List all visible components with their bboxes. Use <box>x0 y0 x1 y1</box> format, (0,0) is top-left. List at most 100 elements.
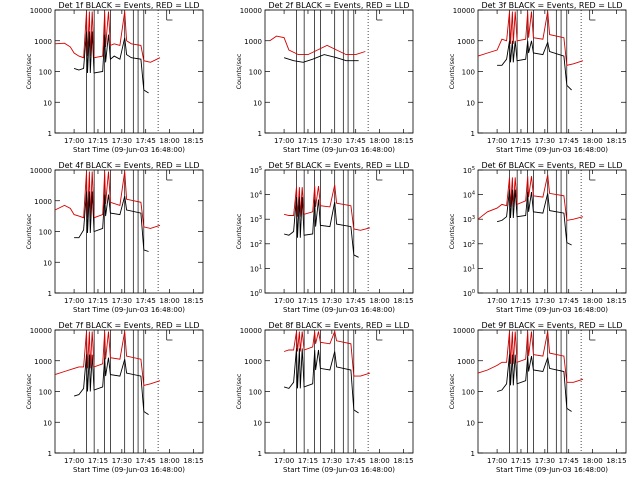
x-tick-label: 17:30 <box>322 137 342 145</box>
y-tick-label: 10000 <box>453 327 475 335</box>
events-series-line <box>283 197 359 258</box>
x-tick-label: 18:15 <box>393 137 413 145</box>
y-tick-label: 101 <box>250 264 262 273</box>
x-tick-label: 17:15 <box>511 137 531 145</box>
y-axis-label: Counts/sec <box>25 53 33 89</box>
y-axis-label: Counts/sec <box>235 213 243 249</box>
x-tick-label: 18:00 <box>369 137 389 145</box>
x-tick-label: 17:15 <box>298 457 318 465</box>
y-tick-label: 10000 <box>240 327 262 335</box>
x-tick-label: 17:00 <box>64 297 84 305</box>
y-tick-label: 100 <box>462 69 475 77</box>
y-tick-label: 100 <box>39 389 52 397</box>
y-tick-label: 102 <box>250 240 262 249</box>
x-tick-label: 18:15 <box>183 297 203 305</box>
y-tick-label: 100 <box>462 389 475 397</box>
y-tick-label: 1 <box>258 130 262 138</box>
y-tick-label: 10 <box>43 419 52 427</box>
lld-series-line <box>477 11 584 66</box>
events-series-line <box>283 348 359 414</box>
x-tick-label: 17:15 <box>88 137 108 145</box>
y-tick-label: 105 <box>463 166 475 175</box>
y-tick-label: 100 <box>463 289 475 298</box>
x-tick-label: 17:30 <box>322 297 342 305</box>
detector-panel-7: Det 7f BLACK = Events, RED = LLD 1 10 100 10… <box>25 321 204 474</box>
x-tick-label: 17:00 <box>64 137 84 145</box>
x-tick-label: 18:15 <box>606 297 626 305</box>
detector-panel-3: Det 3f BLACK = Events, RED = LLD 1 10 100 10… <box>448 1 627 154</box>
x-axis-label: Start Time (09-Jun-03 16:48:00) <box>283 306 395 314</box>
x-tick-label: 17:00 <box>487 137 507 145</box>
plot-frame <box>54 9 204 134</box>
x-tick-label: 17:30 <box>322 457 342 465</box>
y-tick-label: 1 <box>48 130 52 138</box>
x-axis-label: Start Time (09-Jun-03 16:48:00) <box>496 306 608 314</box>
detector-panel-9: Det 9f BLACK = Events, RED = LLD 1 10 100 10… <box>448 321 627 474</box>
y-tick-label: 102 <box>463 240 475 249</box>
y-axis-label: Counts/sec <box>235 53 243 89</box>
y-tick-label: 10 <box>253 419 262 427</box>
y-axis-label: Counts/sec <box>448 213 456 249</box>
x-tick-label: 18:00 <box>582 137 602 145</box>
y-tick-label: 100 <box>39 69 52 77</box>
panel-title: Det 5f BLACK = Events, RED = LLD <box>268 161 409 170</box>
events-series-line <box>73 31 149 94</box>
x-tick-label: 17:00 <box>487 457 507 465</box>
x-tick-label: 17:30 <box>112 297 132 305</box>
x-tick-label: 18:15 <box>183 457 203 465</box>
x-tick-label: 17:15 <box>511 457 531 465</box>
lld-series-line <box>54 331 161 386</box>
x-tick-label: 18:00 <box>159 457 179 465</box>
x-axis-label: Start Time (09-Jun-03 16:48:00) <box>496 466 608 474</box>
plot-frame <box>477 9 627 134</box>
x-tick-label: 18:15 <box>606 137 626 145</box>
y-tick-label: 10 <box>466 419 475 427</box>
x-tick-label: 17:45 <box>559 137 579 145</box>
detector-panel-5: Det 5f BLACK = Events, RED = LLD 100 101 10… <box>235 161 414 314</box>
y-tick-label: 10 <box>43 259 52 267</box>
y-tick-label: 1000 <box>34 358 52 366</box>
plot-frame <box>477 329 627 454</box>
lld-series-line <box>269 35 366 56</box>
x-tick-label: 17:30 <box>535 457 555 465</box>
y-tick-label: 1 <box>471 450 475 458</box>
x-tick-label: 17:45 <box>136 457 156 465</box>
panel-title: Det 8f BLACK = Events, RED = LLD <box>268 321 409 330</box>
x-tick-label: 17:15 <box>88 457 108 465</box>
x-axis-label: Start Time (09-Jun-03 16:48:00) <box>283 466 395 474</box>
y-tick-label: 103 <box>463 215 475 224</box>
y-tick-label: 10000 <box>453 7 475 15</box>
y-tick-label: 1000 <box>244 358 262 366</box>
y-tick-label: 104 <box>250 191 262 200</box>
y-axis-label: Counts/sec <box>25 373 33 409</box>
lld-series-line <box>283 329 371 377</box>
x-tick-label: 18:00 <box>369 297 389 305</box>
panel-title: Det 6f BLACK = Events, RED = LLD <box>481 161 622 170</box>
y-tick-label: 1000 <box>34 198 52 206</box>
detector-panel-2: Det 2f BLACK = Events, RED = LLD 1 10 100 10… <box>235 1 414 154</box>
x-axis-label: Start Time (09-Jun-03 16:48:00) <box>73 306 185 314</box>
events-series-line <box>497 40 572 91</box>
panel-title: Det 2f BLACK = Events, RED = LLD <box>268 1 409 10</box>
y-tick-label: 1000 <box>34 38 52 46</box>
panel-title: Det 9f BLACK = Events, RED = LLD <box>481 321 622 330</box>
x-tick-label: 17:30 <box>112 457 132 465</box>
x-tick-label: 18:15 <box>183 137 203 145</box>
x-tick-label: 17:45 <box>559 457 579 465</box>
plot-frame <box>54 329 204 454</box>
y-tick-label: 10000 <box>30 327 52 335</box>
detector-panel-6: Det 6f BLACK = Events, RED = LLD 100 101 10… <box>448 161 627 314</box>
x-tick-label: 17:00 <box>274 297 294 305</box>
y-axis-label: Counts/sec <box>25 213 33 249</box>
events-series-line <box>73 354 149 415</box>
x-tick-label: 17:00 <box>64 457 84 465</box>
y-tick-label: 10 <box>466 99 475 107</box>
y-tick-label: 10000 <box>30 167 52 175</box>
y-tick-label: 10 <box>253 99 262 107</box>
x-axis-label: Start Time (09-Jun-03 16:48:00) <box>73 466 185 474</box>
y-tick-label: 100 <box>250 289 262 298</box>
plot-frame <box>264 329 414 454</box>
panel-title: Det 4f BLACK = Events, RED = LLD <box>58 161 199 170</box>
y-tick-label: 1 <box>258 450 262 458</box>
x-tick-label: 17:30 <box>112 137 132 145</box>
